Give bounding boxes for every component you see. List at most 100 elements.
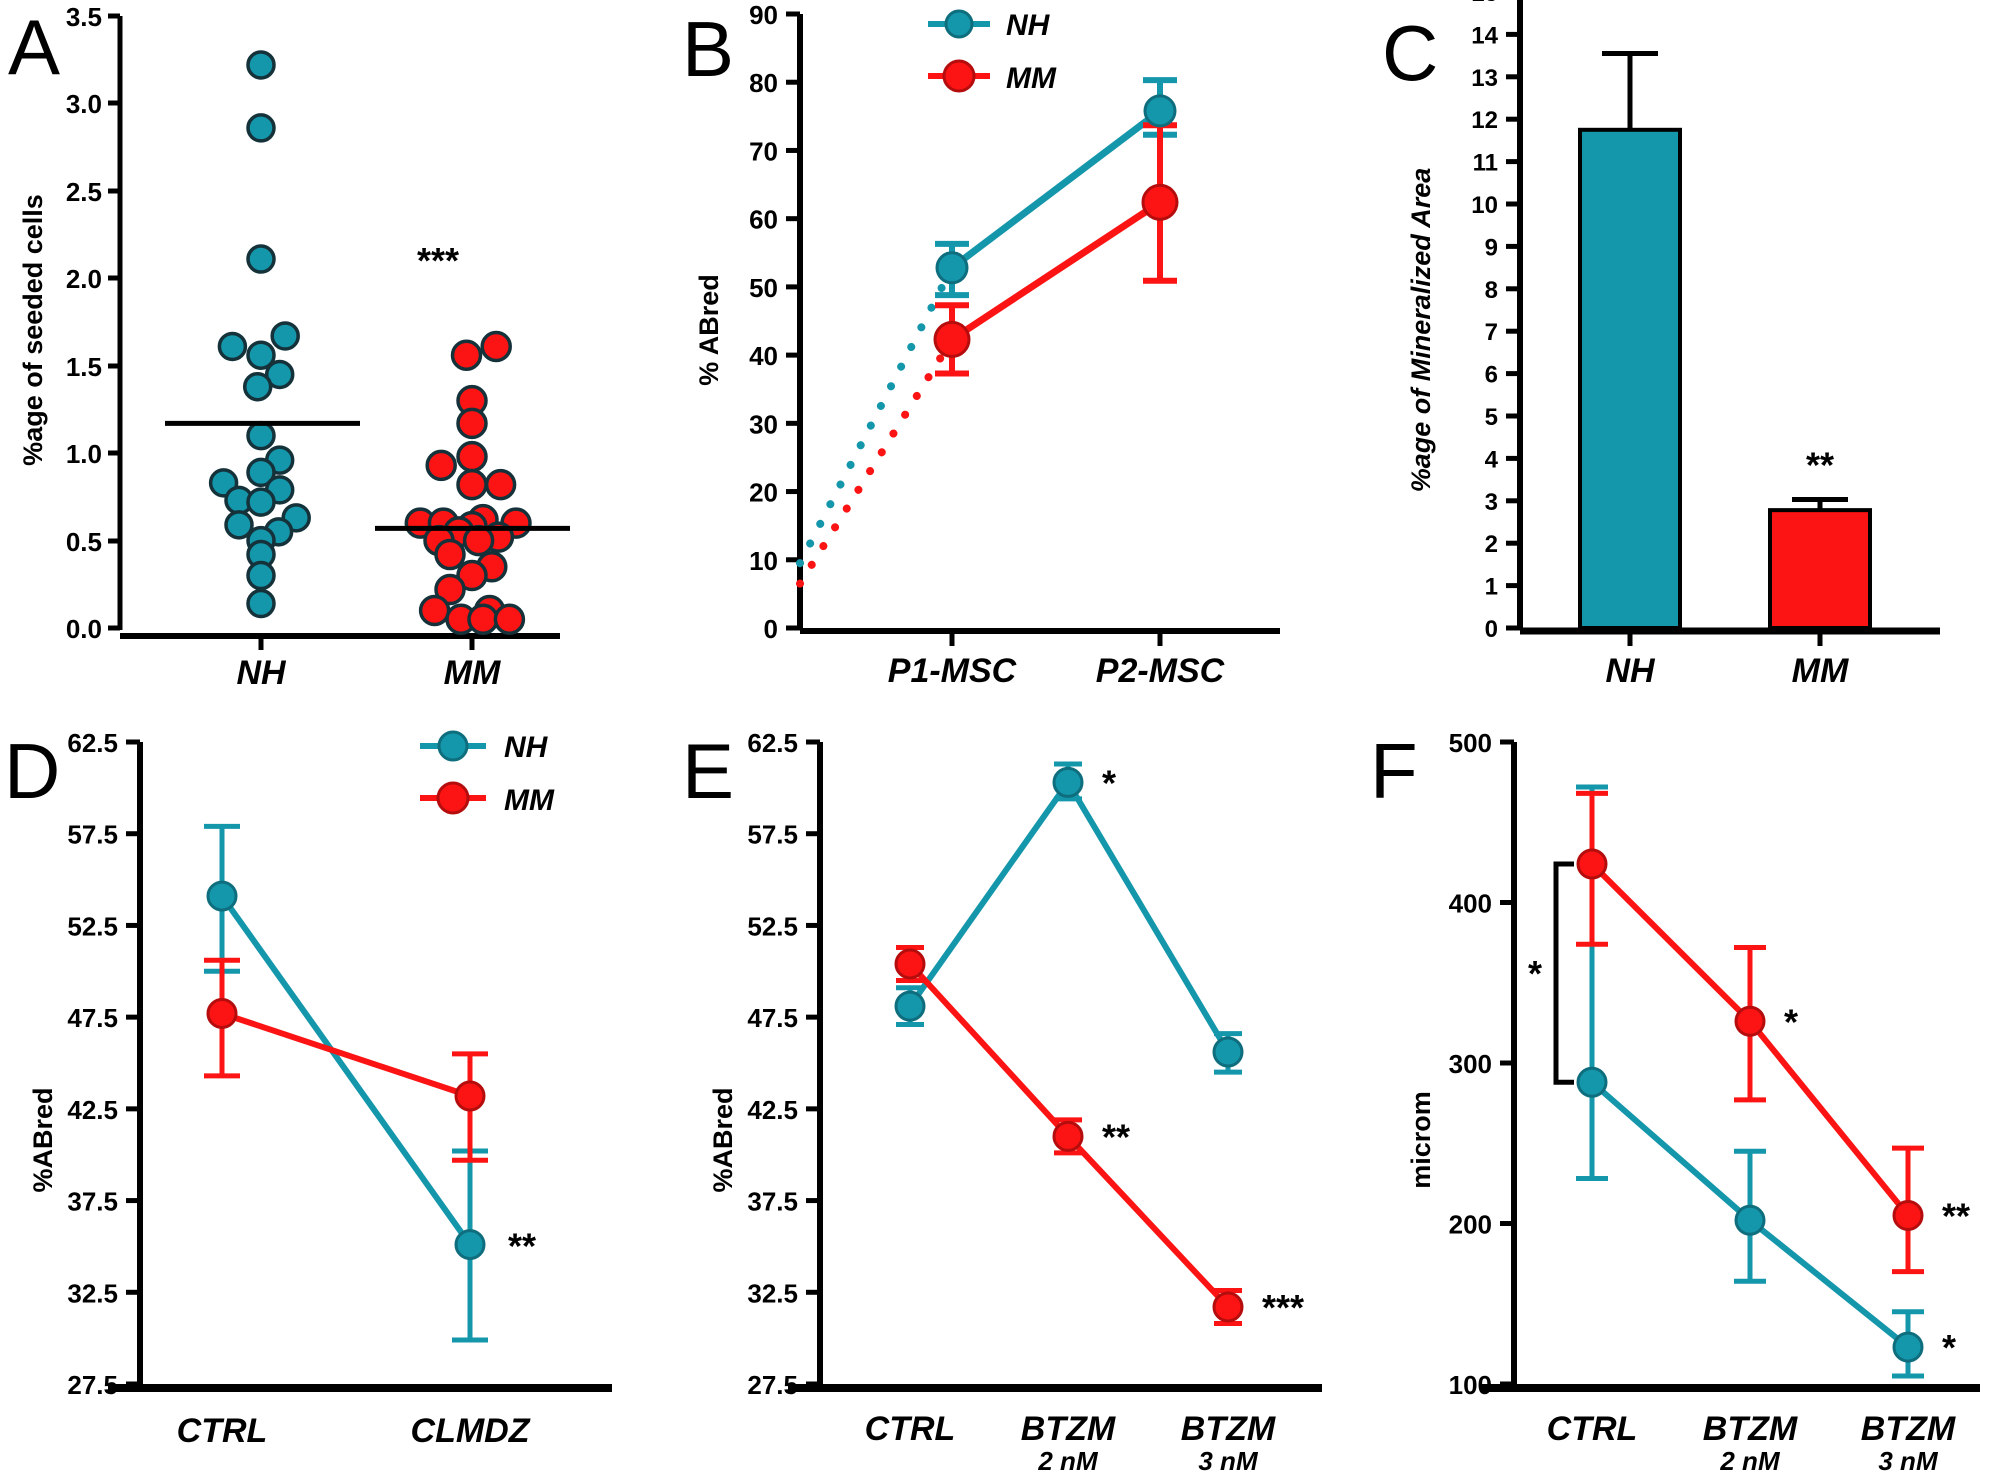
axis-tick-label: 9 — [1485, 234, 1498, 261]
panel-d-xcat: CLMDZ — [411, 1412, 531, 1450]
panel-d-errorbars — [204, 823, 488, 1343]
panel-a-yticks: 3.5 3.0 2.5 2.0 1.5 1.0 0.5 0.0 — [66, 2, 120, 644]
series-line — [950, 199, 1162, 343]
data-point-marker — [1052, 1120, 1084, 1152]
panel-c: C 0123456789101112131415 %age of Mineral… — [1360, 0, 2000, 690]
axis-tick-label: 70 — [749, 136, 778, 166]
axis-tick-label: 5 — [1485, 404, 1498, 431]
axis-tick-label: 3 — [1485, 489, 1498, 516]
axis-tick-label: 47.5 — [747, 1003, 798, 1033]
axis-tick-label: 52.5 — [747, 911, 798, 941]
data-point-marker — [1052, 766, 1084, 798]
panel-c-xcat: MM — [1792, 652, 1849, 690]
scatter-point — [246, 113, 276, 143]
panel-b-markers — [933, 94, 1179, 358]
panel-c-xticks — [1627, 631, 1823, 646]
axis-tick-label: 10 — [1471, 192, 1498, 219]
panel-a-significance: *** — [417, 240, 459, 281]
panel-e-xcat-sub: 3 nM — [1198, 1446, 1259, 1471]
scatter-point — [467, 603, 499, 636]
axis-tick-label: 42.5 — [67, 1095, 118, 1125]
panel-b-legend-label-nh: NH — [1006, 9, 1051, 42]
series-line — [221, 1010, 471, 1099]
data-point-marker — [1734, 1204, 1766, 1236]
data-point-marker — [1576, 848, 1608, 880]
panel-a: A 3.5 3.0 2.5 2.0 1.5 1.0 0. — [0, 0, 660, 692]
axis-tick-label: 57.5 — [67, 820, 118, 850]
data-point-marker — [894, 948, 926, 980]
panel-a-ytick: 2.0 — [66, 264, 102, 294]
axis-tick-label: 57.5 — [747, 820, 798, 850]
axis-tick-label: 27.5 — [747, 1370, 798, 1400]
axis-tick-label: 40 — [749, 341, 778, 371]
axis-tick-label: 500 — [1449, 728, 1492, 758]
panel-b-legend: NH MM — [928, 9, 1057, 95]
axis-tick-label: 7 — [1485, 319, 1498, 346]
data-point-marker — [1892, 1331, 1924, 1363]
panel-d-significance: ** — [508, 1226, 536, 1267]
panel-f-errorbars — [1576, 784, 1924, 1379]
panel-d-xcat: CTRL — [177, 1412, 268, 1450]
panel-a-ytick: 0.0 — [66, 614, 102, 644]
series-line — [949, 108, 1163, 271]
dotted-extrapolation-line — [796, 335, 956, 588]
panel-b-yticks: 0 10 20 30 40 50 60 70 80 90 — [749, 0, 800, 644]
panel-a-ylabel: %age of seeded cells — [18, 194, 48, 466]
data-point-marker — [206, 880, 238, 912]
axis-tick-label: 62.5 — [747, 728, 798, 758]
panel-c-label: C — [1382, 9, 1439, 97]
panel-d-legend-label-nh: NH — [504, 731, 549, 764]
scatter-point — [246, 588, 276, 619]
data-point-marker — [1143, 94, 1177, 128]
axis-tick-label: 27.5 — [67, 1370, 118, 1400]
axis-tick-label: 13 — [1471, 65, 1498, 92]
panel-e-annotations: ****** — [1102, 762, 1304, 1328]
panel-b-series-lines — [949, 108, 1163, 343]
data-point-marker — [1576, 1066, 1608, 1098]
panel-a-xcat: NH — [236, 654, 287, 692]
axis-tick-label: 62.5 — [67, 728, 118, 758]
scatter-point — [456, 468, 488, 501]
panel-f-xcat: BTZM — [1861, 1410, 1956, 1448]
bracket-significance-label: * — [1528, 953, 1542, 994]
panel-f-bracket: * — [1528, 861, 1574, 1085]
panel-a-ytick: 1.5 — [66, 352, 102, 382]
panel-a-label: A — [8, 3, 61, 91]
data-point-marker — [935, 251, 969, 285]
panel-e-markers — [894, 766, 1244, 1323]
scatter-point — [217, 331, 248, 362]
panel-a-ytick: 3.0 — [66, 89, 102, 119]
scatter-point — [264, 359, 295, 390]
data-point-marker — [1734, 1005, 1766, 1037]
panel-f-annotations: **** — [1784, 1001, 1970, 1368]
panel-c-bars — [1578, 50, 1872, 631]
panel-b-dotted-lines — [796, 263, 956, 588]
panel-b: B 0 10 20 30 40 50 60 70 80 90 % ABred NH MM — [660, 0, 1360, 690]
scatter-point — [242, 371, 273, 402]
scatter-point — [480, 330, 512, 363]
panel-e-label: E — [682, 727, 735, 815]
axis-tick-label: 11 — [1473, 150, 1498, 177]
panel-c-ylabel: %age of Mineralized Area — [1406, 168, 1436, 493]
data-point-marker — [454, 1229, 486, 1261]
panel-a-xticks — [258, 636, 475, 650]
panel-d-label: D — [4, 727, 61, 815]
axis-tick-label: 12 — [1471, 107, 1498, 134]
panel-e-chart: 27.532.537.542.547.552.557.562.5 %ABred … — [708, 728, 1322, 1471]
panel-d-series-lines — [219, 894, 473, 1247]
dotted-extrapolation-line — [796, 263, 956, 568]
scatter-point — [246, 50, 276, 80]
scatter-point — [246, 457, 276, 488]
data-point-marker — [894, 990, 926, 1022]
series-line — [219, 894, 473, 1247]
panel-c-axes — [1517, 0, 1940, 635]
data-point-marker — [454, 1080, 486, 1112]
significance-annotation: * — [1102, 762, 1116, 803]
panel-f-yticks: 100 200 300 400 500 — [1449, 728, 1514, 1400]
scatter-point — [434, 538, 466, 571]
panel-f-xcat-sub: 2 nM — [1719, 1446, 1781, 1471]
panel-b-chart: 0 10 20 30 40 50 60 70 80 90 % ABred NH MM P1-MSC… — [694, 0, 1280, 690]
axis-tick-label: 20 — [749, 478, 778, 508]
panel-e-ylabel: %ABred — [708, 1087, 738, 1192]
